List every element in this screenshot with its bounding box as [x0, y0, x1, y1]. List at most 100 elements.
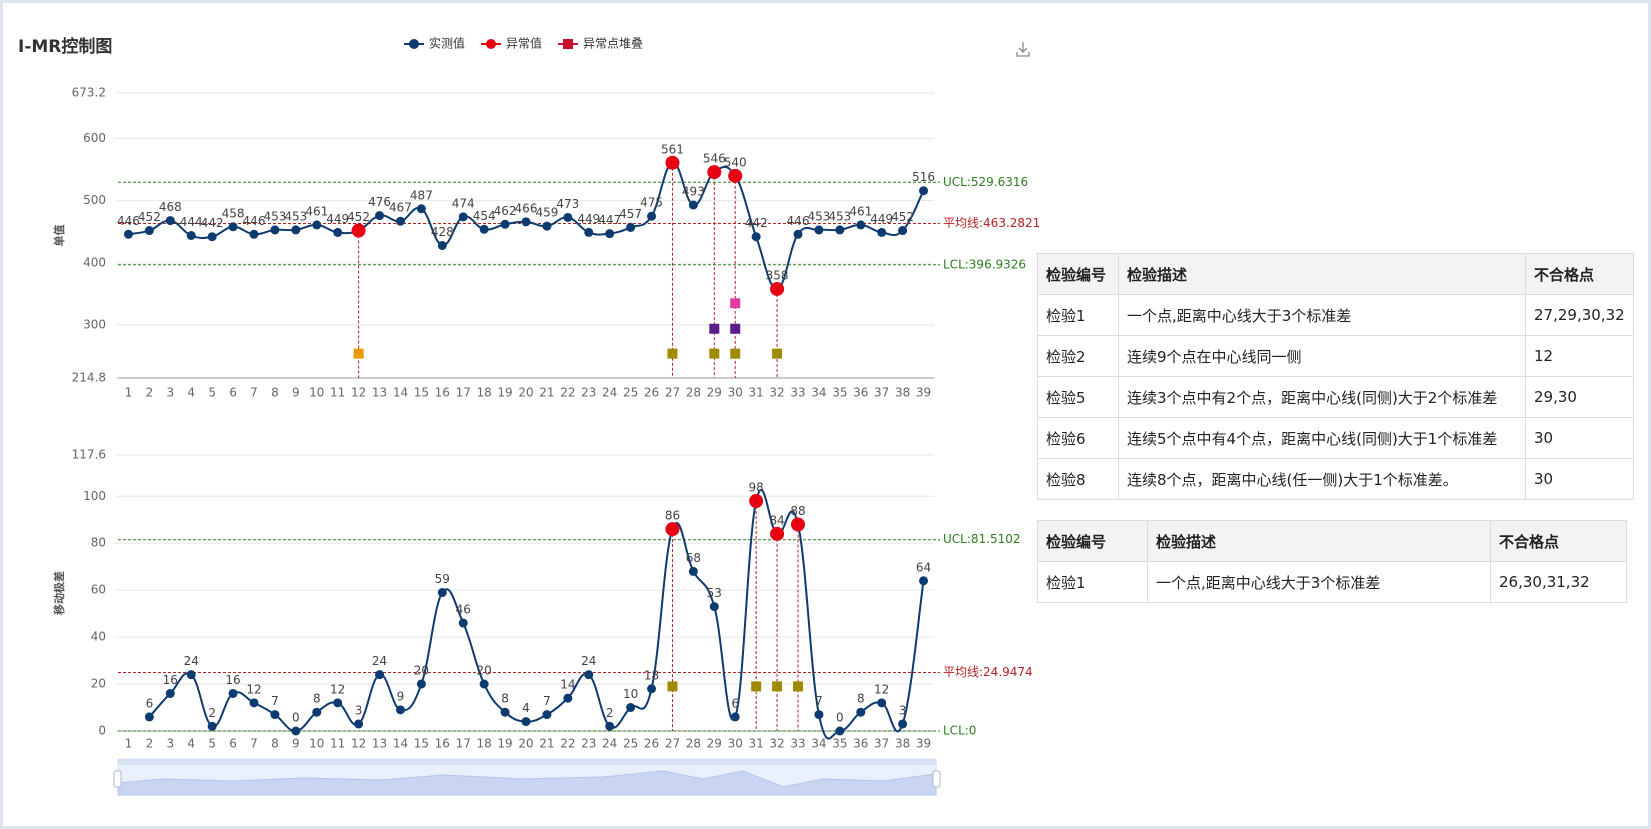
- data-point: [333, 698, 343, 708]
- x-tick-label: 28: [686, 386, 701, 400]
- data-point: [270, 225, 280, 235]
- zoom-slider[interactable]: [113, 758, 941, 796]
- data-label: 457: [619, 207, 642, 221]
- data-label: 64: [916, 560, 931, 574]
- data-label: 474: [452, 196, 475, 210]
- abnormal-point: [351, 223, 366, 238]
- stack-marker: [772, 681, 783, 692]
- slider-handle[interactable]: [932, 770, 941, 788]
- slider-handle[interactable]: [113, 770, 122, 788]
- data-point: [354, 719, 364, 729]
- x-tick-label: 11: [330, 386, 345, 400]
- x-tick-label: 31: [749, 737, 764, 751]
- data-label: 9: [397, 689, 405, 703]
- x-tick-label: 18: [477, 737, 492, 751]
- y-tick-label: 60: [91, 583, 106, 597]
- data-label: 8: [501, 692, 509, 706]
- data-label: 0: [836, 711, 844, 725]
- table-cell: 检验8: [1037, 458, 1119, 500]
- data-point: [479, 224, 489, 234]
- y-tick-label: 600: [83, 131, 106, 145]
- download-button[interactable]: [1016, 42, 1030, 57]
- data-point: [312, 707, 322, 717]
- data-point: [165, 216, 175, 226]
- data-point: [500, 219, 510, 229]
- reference-label: LCL:0: [943, 724, 976, 738]
- data-label: 12: [330, 682, 345, 696]
- data-label: 452: [347, 210, 370, 224]
- data-label: 6: [731, 696, 739, 710]
- data-label: 540: [724, 155, 747, 169]
- x-tick-label: 1: [125, 737, 133, 751]
- data-point: [416, 679, 426, 689]
- data-label: 493: [682, 185, 705, 199]
- data-label: 453: [284, 209, 307, 223]
- data-point: [249, 229, 259, 239]
- test-table: 检验编号 检验描述 不合格点 检验1 一个点,距离中心线大于3个标准差 26,30,31,…: [1037, 520, 1627, 603]
- x-tick-label: 1: [125, 386, 133, 400]
- data-label: 561: [661, 142, 684, 156]
- data-label: 16: [163, 673, 178, 687]
- x-tick-label: 16: [435, 386, 450, 400]
- y-tick-label: 80: [91, 536, 106, 550]
- data-point: [919, 186, 929, 196]
- y-tick-label: 500: [83, 193, 106, 207]
- x-tick-label: 8: [271, 737, 279, 751]
- table-cell: 检验1: [1037, 294, 1119, 336]
- x-tick-label: 38: [895, 737, 910, 751]
- data-label: 24: [184, 654, 199, 668]
- table-cell: 检验1: [1037, 561, 1148, 603]
- x-tick-label: 13: [372, 737, 387, 751]
- data-label: 88: [790, 504, 805, 518]
- data-point: [312, 220, 322, 230]
- data-label: 24: [581, 654, 596, 668]
- data-label: 68: [686, 551, 701, 565]
- abnormal-point: [770, 526, 785, 541]
- abnormal-point: [791, 517, 805, 532]
- data-label: 461: [305, 204, 328, 218]
- data-label: 444: [180, 215, 203, 229]
- data-point: [123, 229, 133, 239]
- data-label: 468: [159, 200, 182, 214]
- data-point: [563, 212, 573, 222]
- data-label: 452: [891, 210, 914, 224]
- data-point: [856, 707, 866, 717]
- data-label: 446: [787, 214, 810, 228]
- data-label: 3: [355, 703, 363, 717]
- y-tick-label: 300: [83, 318, 106, 332]
- data-label: 3: [899, 703, 907, 717]
- table-cell: 检验6: [1037, 417, 1119, 459]
- data-point: [647, 211, 657, 221]
- x-tick-label: 25: [623, 386, 638, 400]
- data-point: [584, 670, 594, 680]
- data-point: [751, 232, 761, 242]
- data-label: 8: [857, 692, 865, 706]
- x-tick-label: 11: [330, 737, 345, 751]
- data-label: 14: [560, 678, 575, 692]
- x-tick-label: 16: [435, 737, 450, 751]
- x-tick-label: 19: [497, 386, 512, 400]
- table-cell: 30: [1525, 417, 1634, 459]
- stack-marker: [709, 323, 720, 334]
- data-point: [605, 229, 615, 239]
- reference-label: 平均线:24.9474: [943, 665, 1033, 679]
- x-tick-label: 23: [581, 386, 596, 400]
- legend-marker: [409, 39, 419, 49]
- data-label: 449: [870, 212, 893, 226]
- x-tick-label: 31: [749, 386, 764, 400]
- data-point: [688, 566, 698, 576]
- data-point: [186, 231, 196, 240]
- x-tick-label: 26: [644, 386, 659, 400]
- data-point: [856, 220, 866, 230]
- stack-marker: [667, 348, 678, 359]
- data-label: 453: [828, 209, 851, 223]
- data-label: 8: [313, 692, 321, 706]
- y-tick-label: 40: [91, 630, 106, 644]
- x-tick-label: 20: [518, 386, 533, 400]
- data-label: 467: [389, 201, 412, 215]
- y-axis-label: 单值: [52, 225, 66, 247]
- x-tick-label: 32: [769, 386, 784, 400]
- x-tick-label: 2: [146, 737, 154, 751]
- table-cell: 检验5: [1037, 376, 1119, 418]
- data-label: 0: [292, 711, 300, 725]
